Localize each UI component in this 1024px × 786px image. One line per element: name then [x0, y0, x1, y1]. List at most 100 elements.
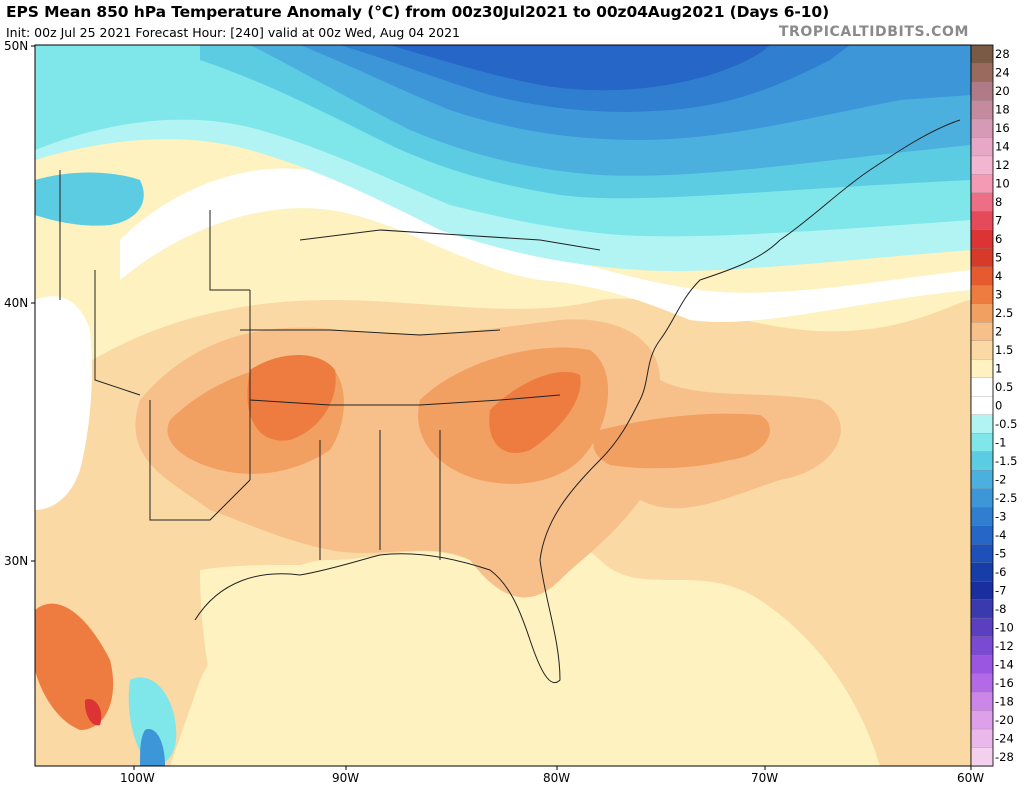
field-pale-south-gulf [200, 560, 760, 766]
colorbar-label: 14 [995, 140, 1010, 154]
colorbar-label: 10 [995, 177, 1010, 191]
colorbar-label: 20 [995, 84, 1010, 98]
colorbar-label: -0.5 [995, 417, 1017, 431]
colorbar: 28 24 20 18 16 14 12 10 8 7 6 5 4 3 2.5 2 1.5 1 0.5 0 -0.5 -1… [970, 44, 1017, 767]
field-blue5 [390, 45, 770, 91]
lat-label-50: 50N [4, 39, 28, 53]
brand-watermark: TROPICALTIDBITS.COM [778, 24, 969, 40]
lon-label-60w: 60W [957, 771, 984, 785]
colorbar-swatch [970, 303, 994, 323]
colorbar-label: -5 [995, 546, 1006, 560]
colorbar-label: 2.5 [995, 306, 1013, 320]
colorbar-label: -16 [995, 676, 1014, 690]
colorbar-swatch [970, 617, 994, 638]
colorbar-label: 28 [995, 47, 1010, 61]
lon-label-70w: 70W [751, 771, 778, 785]
colorbar-label: -7 [995, 583, 1006, 597]
colorbar-label: -4 [995, 528, 1006, 542]
colorbar-swatch [970, 192, 994, 213]
colorbar-swatch [970, 544, 994, 564]
colorbar-swatch [970, 340, 994, 360]
colorbar-frame [970, 44, 994, 767]
longitude-ticks [133, 766, 972, 770]
field-white-band [120, 168, 971, 323]
colorbar-swatch [970, 266, 994, 286]
colorbar-swatch [970, 433, 994, 453]
lat-label-30: 30N [4, 554, 28, 568]
colorbar-swatch [970, 580, 994, 601]
colorbar-swatch [970, 118, 994, 139]
field-blue-sw [140, 729, 165, 766]
colorbar-label: 12 [995, 158, 1010, 172]
colorbar-label: 0 [995, 399, 1002, 413]
colorbar-swatch [970, 285, 994, 305]
colorbar-label: 0.5 [995, 380, 1013, 394]
colorbar-swatch [970, 470, 994, 490]
colorbar-label: 1 [995, 362, 1002, 376]
colorbar-label: 5 [995, 251, 1002, 265]
colorbar-label: 4 [995, 269, 1002, 283]
longitude-labels: 100W 90W 80W 70W 60W [120, 771, 984, 785]
colorbar-swatch [970, 174, 994, 194]
field-blue1-west [35, 172, 144, 226]
field-dark-orange-atlantic [593, 413, 770, 469]
field-white-west [35, 296, 92, 510]
colorbar-label: 6 [995, 232, 1002, 246]
colorbar-label: 1.5 [995, 343, 1013, 357]
colorbar-swatch [970, 728, 994, 749]
colorbar-swatch [970, 747, 994, 767]
colorbar-label: 24 [995, 66, 1010, 80]
colorbar-swatch [970, 414, 994, 434]
colorbar-label: 7 [995, 214, 1002, 228]
colorbar-swatch [970, 81, 994, 102]
colorbar-swatch [970, 377, 994, 397]
colorbar-label: -1.5 [995, 454, 1017, 468]
colorbar-label: -14 [995, 657, 1014, 671]
colorbar-label: -24 [995, 731, 1014, 745]
colorbar-swatch [970, 396, 994, 416]
colorbar-swatch [970, 359, 994, 379]
colorbar-label: -12 [995, 639, 1014, 653]
lat-label-40: 40N [4, 296, 28, 310]
colorbar-label: 3 [995, 288, 1002, 302]
colorbar-swatch [970, 229, 994, 250]
colorbar-swatch [970, 44, 994, 65]
colorbar-label: -3 [995, 509, 1006, 523]
colorbar-label: -2 [995, 472, 1006, 486]
field-red-orange-carolinas [489, 371, 581, 454]
map-subtitle: Init: 00z Jul 25 2021 Forecast Hour: [24… [6, 25, 461, 40]
colorbar-swatch [970, 525, 994, 545]
colorbar-swatch [970, 654, 994, 675]
colorbar-swatch [970, 211, 994, 231]
coastlines [59, 119, 961, 683]
colorbar-swatch [970, 710, 994, 730]
colorbar-label: -6 [995, 565, 1006, 579]
colorbar-swatch [970, 248, 994, 268]
colorbar-label: -20 [995, 713, 1014, 727]
colorbar-swatch [970, 488, 994, 508]
colorbar-swatch [970, 691, 994, 712]
colorbar-swatch [970, 636, 994, 656]
colorbar-swatch [970, 63, 994, 83]
colorbar-swatch [970, 599, 994, 619]
colorbar-label: -18 [995, 694, 1014, 708]
colorbar-swatch [970, 137, 994, 157]
lon-label-80w: 80W [543, 771, 570, 785]
colorbar-swatch [970, 100, 994, 120]
colorbar-swatch [970, 451, 994, 471]
colorbar-swatch [970, 562, 994, 582]
colorbar-label: -10 [995, 620, 1014, 634]
colorbar-swatch [970, 507, 994, 527]
field-cyan-sw [128, 677, 177, 766]
field-red-orange-ozarks [247, 355, 336, 441]
field-deep-red-sw [84, 699, 102, 726]
colorbar-swatch [970, 673, 994, 693]
colorbar-label: -2.5 [995, 491, 1017, 505]
colorbar-label: 16 [995, 121, 1010, 135]
colorbar-label: 2 [995, 325, 1002, 339]
lon-label-90w: 90W [332, 771, 359, 785]
colorbar-label: -28 [995, 750, 1014, 764]
colorbar-swatch [970, 322, 994, 342]
anomaly-field [35, 45, 971, 766]
